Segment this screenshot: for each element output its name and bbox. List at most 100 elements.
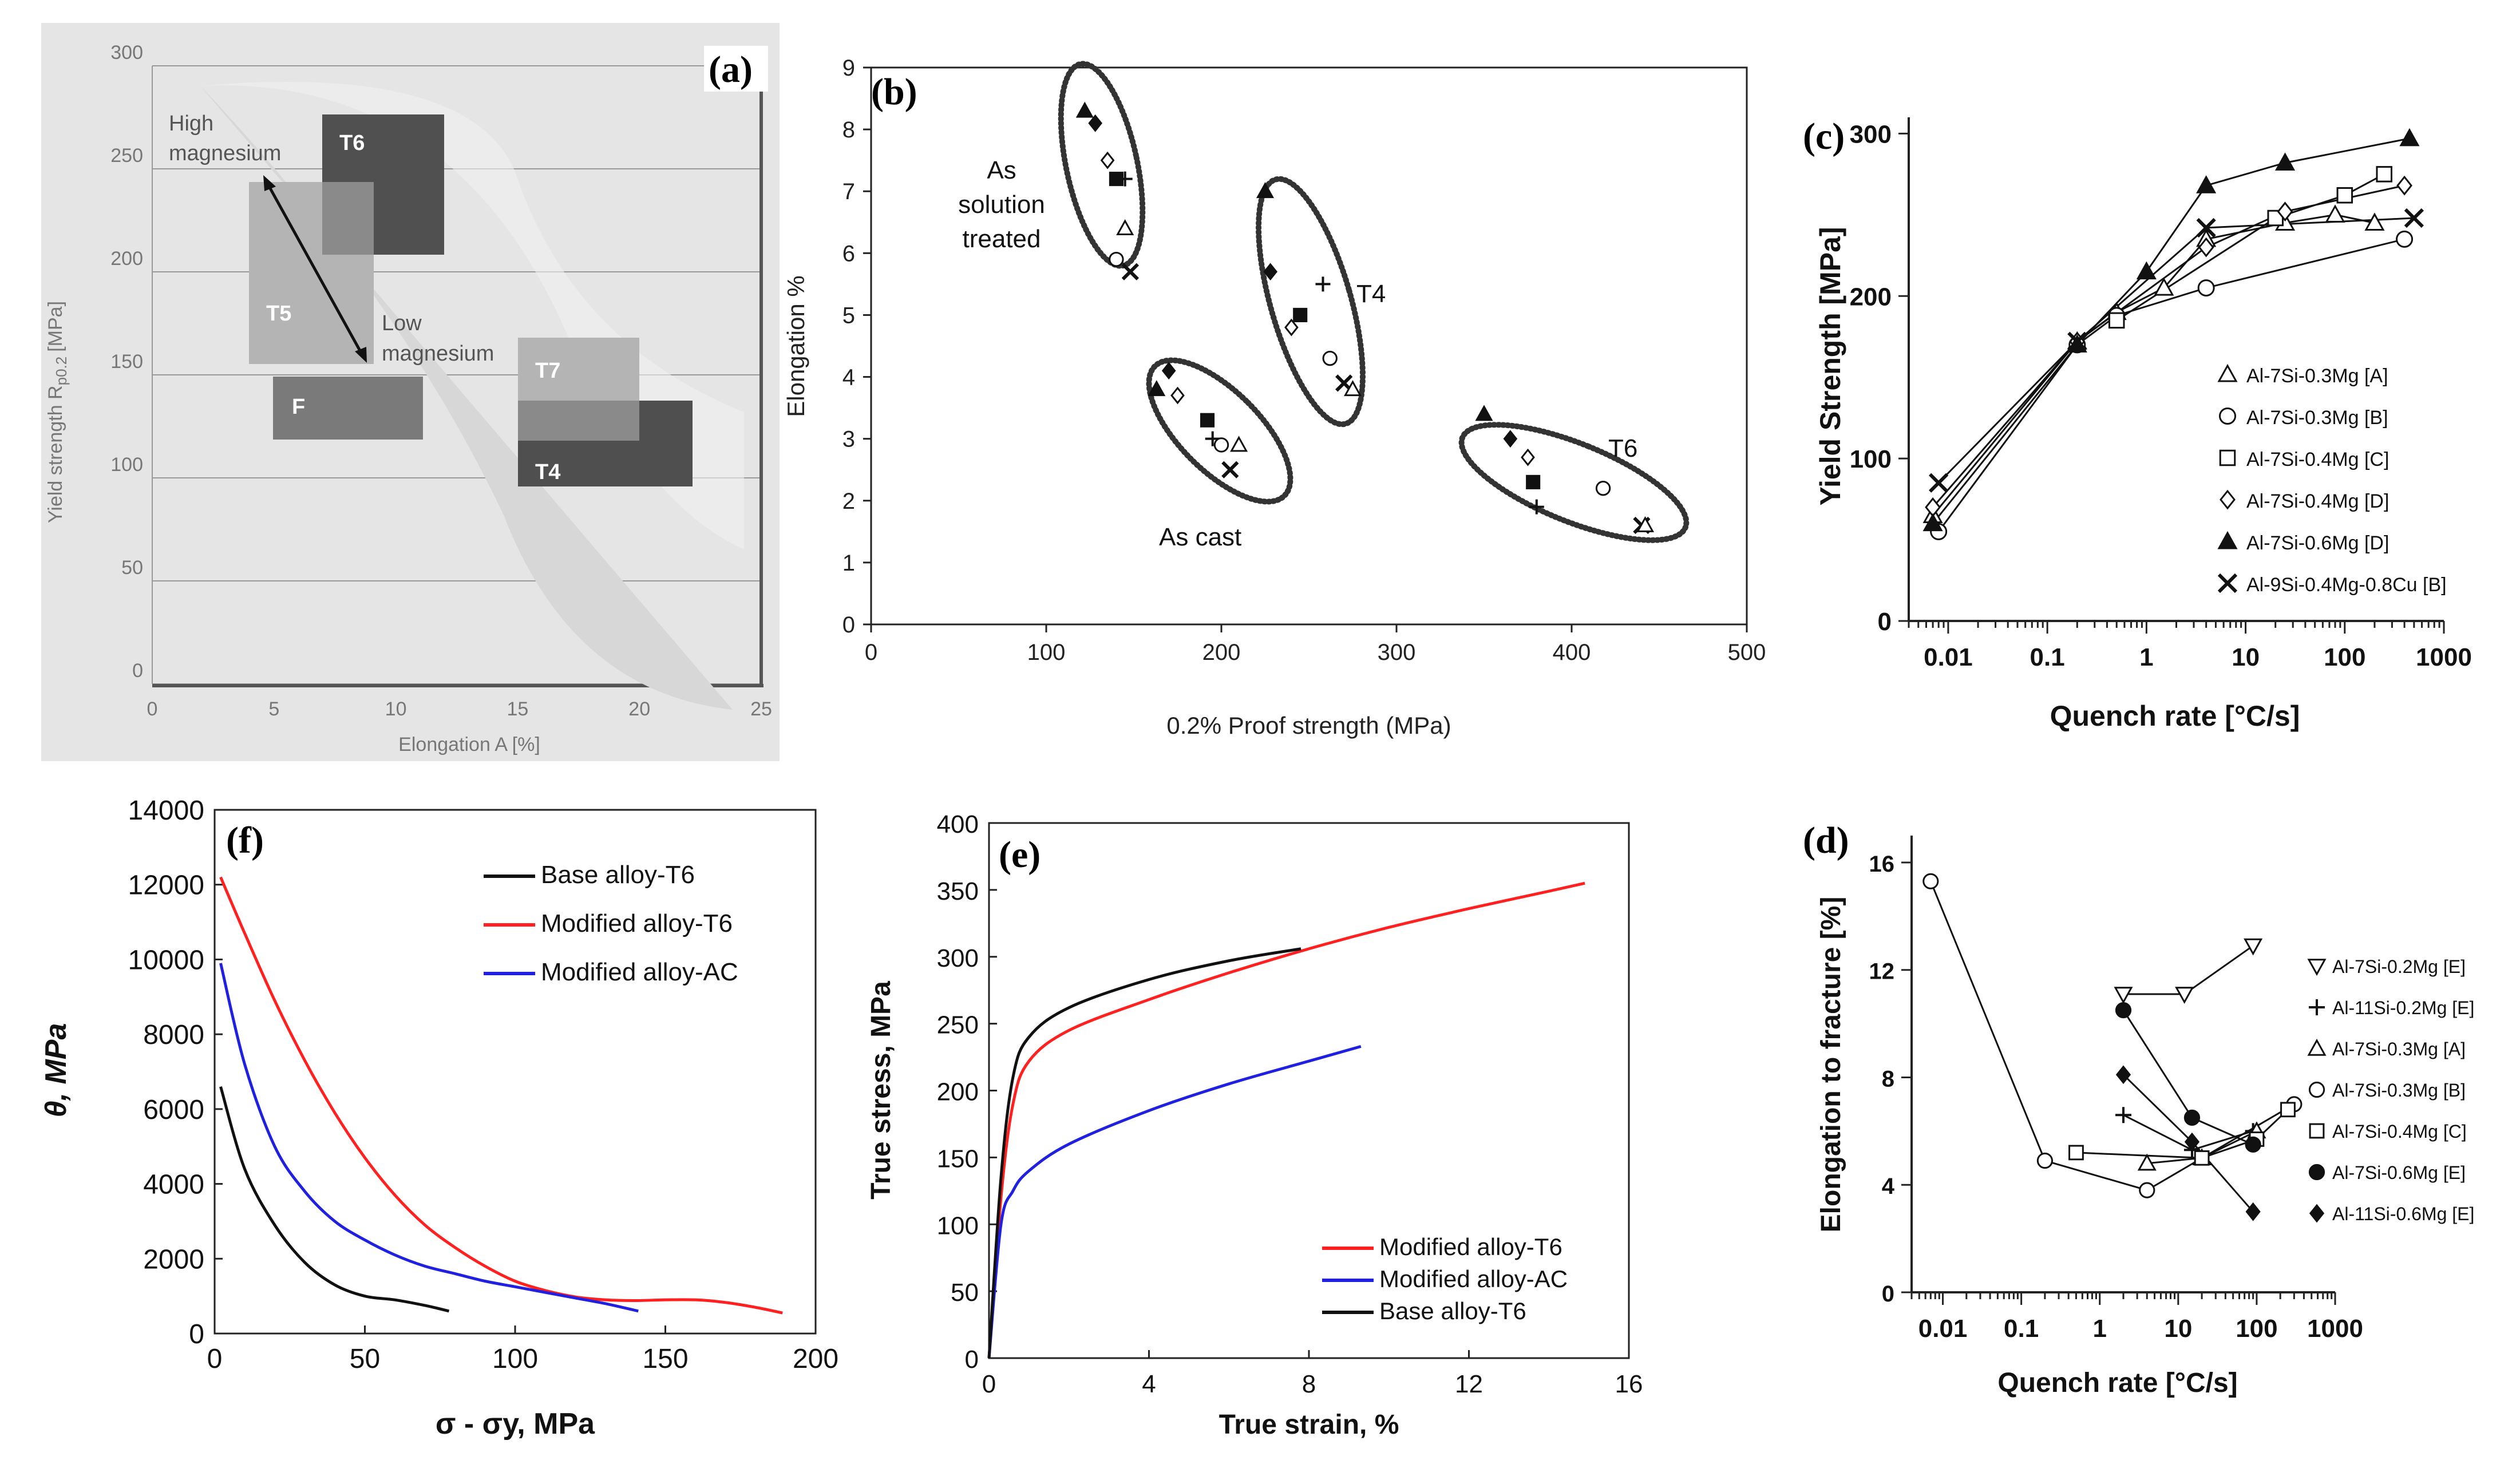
data-point	[2396, 230, 2414, 248]
temper-label-t7: T7	[535, 359, 560, 383]
y-tick-label: 100	[110, 454, 143, 476]
legend-label: Modified alloy-AC	[541, 958, 738, 986]
group-label-t4: T4	[1356, 280, 1386, 308]
legend-marker	[2217, 363, 2238, 382]
panel-d: 0.01 0.1 1 10 100 1000 0 4 8 12 16 Al-7Si-0.2Mg [E…	[1803, 820, 2474, 1398]
series-line	[1932, 137, 2410, 524]
data-point	[1595, 480, 1611, 496]
y-tick-label: 200	[937, 1078, 979, 1106]
data-point	[1929, 473, 1949, 493]
data-point	[1315, 276, 1331, 292]
data-point	[2136, 261, 2157, 280]
legend-label: Al-7Si-0.4Mg [C]	[2246, 449, 2389, 470]
y-tick-label: 4000	[143, 1170, 204, 1200]
panel-b-x-axis-label: 0.2% Proof strength (MPa)	[1166, 712, 1451, 739]
y-tick-label: 50	[951, 1279, 979, 1307]
data-point	[2139, 1182, 2155, 1198]
data-point	[1075, 101, 1094, 118]
y-tick-label: 350	[937, 877, 979, 905]
y-tick-label: 6	[842, 241, 855, 266]
panel-e-plot	[987, 881, 1585, 1359]
data-point	[2108, 312, 2125, 329]
data-point	[1526, 474, 1541, 489]
legend-label: Al-7Si-0.2Mg [E]	[2332, 956, 2466, 977]
data-point	[2137, 1153, 2157, 1171]
data-point	[2184, 1132, 2200, 1152]
y-tick-label: 0	[189, 1319, 204, 1350]
y-tick-label: 150	[937, 1145, 979, 1173]
legend-marker	[2308, 1164, 2325, 1181]
y-tick-label: 300	[1850, 120, 1892, 148]
data-point	[2194, 1150, 2210, 1166]
data-point	[1161, 362, 1176, 380]
group-label-solution-2: solution	[958, 191, 1045, 219]
y-tick-label: 0	[965, 1346, 979, 1374]
data-point	[1529, 499, 1544, 515]
panel-a-y-label-unit: [MPa]	[45, 301, 66, 352]
legend-marker	[2220, 489, 2236, 510]
annotation-high-magnesium-2: magnesium	[169, 141, 281, 165]
data-point	[2114, 987, 2133, 1004]
data-point	[1343, 380, 1362, 397]
x-tick-label: 0	[147, 698, 158, 720]
data-point	[2277, 201, 2293, 222]
legend-label: Al-7Si-0.3Mg [A]	[2246, 365, 2388, 387]
x-tick-label: 20	[628, 698, 650, 720]
data-point	[2364, 212, 2385, 231]
panel-c-label: (c)	[1803, 116, 1845, 157]
y-tick-label: 100	[1850, 445, 1892, 473]
data-point	[1256, 182, 1275, 199]
legend-marker	[2309, 1123, 2325, 1139]
data-point	[2245, 1136, 2261, 1153]
legend-label: Base alloy-T6	[541, 861, 695, 889]
panel-b-frame	[870, 66, 1748, 626]
series-line	[2076, 1109, 2289, 1159]
y-tick-label: 3	[842, 427, 855, 452]
panel-a-y-ticks: 0 50 100 150 200 250 300	[110, 42, 143, 682]
y-tick-label: 200	[110, 248, 143, 270]
panel-a-x-ticks: 0 5 10 15 20 25	[147, 698, 772, 720]
legend-label: Al-7Si-0.4Mg [D]	[2246, 490, 2389, 512]
legend-label: Base alloy-T6	[1379, 1297, 1526, 1324]
data-point	[2197, 279, 2215, 297]
temper-label-f: F	[292, 395, 305, 419]
series-line	[219, 876, 783, 1315]
y-tick-label: 14000	[128, 796, 204, 826]
legend-label: Al-7Si-0.3Mg [B]	[2246, 407, 2388, 429]
legend-label: Al-9Si-0.4Mg-0.8Cu [B]	[2246, 574, 2447, 596]
x-tick-label: 200	[793, 1344, 838, 1374]
data-point	[2115, 1002, 2132, 1019]
y-tick-label: 150	[110, 351, 143, 373]
panel-d-y-axis-label: Elongation to fracture [%]	[1816, 897, 1846, 1233]
x-tick-label: 150	[642, 1344, 688, 1374]
data-point	[2404, 208, 2424, 228]
x-tick-label: 1	[2139, 643, 2153, 671]
y-tick-label: 10000	[128, 945, 204, 975]
series-line	[219, 963, 639, 1313]
x-tick-label: 10	[2232, 643, 2260, 671]
series-line	[987, 881, 1585, 1359]
data-point	[2376, 166, 2392, 183]
x-tick-label: 10	[385, 698, 407, 720]
y-tick-label: 8000	[143, 1020, 204, 1050]
series-line	[987, 947, 1301, 1359]
data-point	[2154, 277, 2174, 296]
region-f	[273, 377, 423, 440]
temper-label-t6: T6	[339, 131, 365, 155]
panel-c-legend: Al-7Si-0.3Mg [A] Al-7Si-0.3Mg [B] Al-7Si-0…	[2217, 363, 2447, 596]
legend-label: Modified alloy-T6	[541, 909, 733, 937]
y-tick-label: 9	[842, 56, 855, 81]
panel-b-ticks: 0 100 200 300 400 500 0 1 2 3 4 5 6 7 8 9	[842, 56, 1766, 665]
panel-d-x-axis-label: Quench rate [°C/s]	[1997, 1368, 2237, 1398]
data-point	[2280, 1102, 2296, 1118]
data-point	[2036, 1152, 2054, 1169]
panel-e-legend: Modified alloy-T6 Modified alloy-AC Base a…	[1322, 1233, 1568, 1324]
y-tick-label: 250	[110, 145, 143, 167]
data-point	[1475, 405, 1493, 421]
y-tick-label: 1	[842, 551, 855, 576]
legend-marker	[2309, 999, 2325, 1015]
panel-c-ticks: 0.01 0.1 1 10 100 1000 0 100 200 300	[1850, 120, 2472, 671]
y-tick-label: 8	[842, 117, 855, 143]
data-point	[2115, 1107, 2131, 1123]
data-point	[1088, 114, 1103, 132]
